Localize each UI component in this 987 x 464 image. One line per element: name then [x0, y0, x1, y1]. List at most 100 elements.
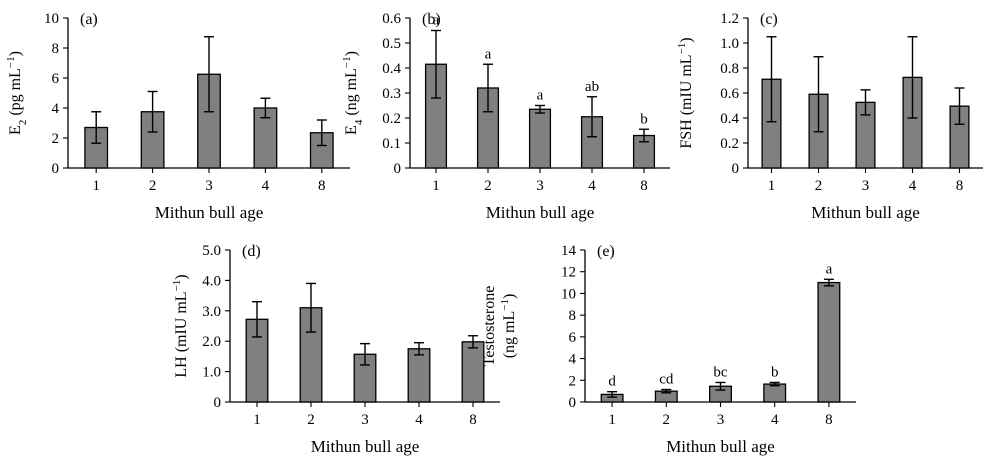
y-tick-label: 0.6	[382, 11, 401, 27]
x-tick-label: 3	[536, 178, 544, 194]
significance-label: a	[433, 13, 440, 29]
y-tick-label: 4.0	[202, 273, 221, 289]
y-tick-label: 1.2	[720, 11, 739, 27]
y-tick-label: 0	[52, 161, 60, 177]
y-axis-label: LH (mIU mL−1)	[171, 274, 190, 377]
x-tick-label: 4	[262, 178, 270, 194]
x-tick-label: 8	[825, 412, 833, 428]
y-tick-label: 8	[569, 308, 577, 324]
x-tick-label: 4	[415, 412, 423, 428]
significance-label: bc	[713, 364, 728, 380]
x-tick-label: 1	[768, 178, 776, 194]
x-axis-label: Mithun bull age	[811, 203, 920, 222]
y-tick-label: 0.1	[382, 136, 401, 152]
chart-panel-d: 0 1.0 2.0 3.0 4.0 5.0 1 2 3 4 8 (d) Mithun bull age L…	[171, 243, 500, 456]
y-tick-label: 0.2	[720, 136, 739, 152]
y-axis-label: FSH (mIU mL−1)	[676, 37, 695, 148]
significance-label: a	[537, 88, 544, 104]
x-tick-label: 2	[484, 178, 492, 194]
y-axis-label-text: (ng mL−1)	[499, 294, 518, 359]
y-tick-label: 0	[394, 161, 402, 177]
x-tick-label: 8	[318, 178, 326, 194]
y-tick-label: 12	[561, 265, 576, 281]
significance-label: a	[826, 261, 833, 277]
y-tick-label: 1.0	[202, 365, 221, 381]
bar	[817, 281, 841, 403]
x-tick-label: 1	[608, 412, 616, 428]
x-tick-label: 8	[469, 412, 477, 428]
chart-panel-b: 0 0.1 0.2 0.3 0.4 0.5 0.6 1 a 2 a 3 a 4 ab 8 b (b) Mithun …	[341, 11, 670, 222]
panel-label: (c)	[760, 11, 778, 28]
x-tick-label: 2	[663, 412, 671, 428]
y-axis-label: E2 (pg mL−1)	[5, 51, 29, 135]
y-tick-label: 4	[569, 352, 577, 368]
chart-panel-e: 0 2 4 6 8 10 12 14 1 d 2 cd 3 bc 4 b 8 a (e) Mithun bull ag…	[481, 243, 856, 456]
y-axis-label: E4 (ng mL−1)	[341, 51, 365, 135]
y-tick-label: 14	[561, 243, 577, 259]
panel-label: (b)	[422, 11, 441, 28]
y-tick-label: 4	[52, 101, 60, 117]
significance-label: cd	[659, 372, 674, 388]
significance-label: a	[485, 46, 492, 62]
x-tick-label: 8	[956, 178, 964, 194]
x-tick-label: 1	[253, 412, 261, 428]
x-tick-label: 4	[588, 178, 596, 194]
bar	[763, 383, 787, 403]
panel-label: (e)	[597, 243, 615, 260]
significance-label: ab	[585, 79, 599, 95]
x-tick-label: 8	[640, 178, 648, 194]
y-tick-label: 6	[569, 330, 577, 346]
y-tick-label: 0.5	[382, 36, 401, 52]
x-tick-label: 1	[432, 178, 440, 194]
y-tick-label: 2.0	[202, 334, 221, 350]
x-tick-label: 2	[307, 412, 315, 428]
y-tick-label: 8	[52, 41, 60, 57]
y-tick-label: 0.6	[720, 86, 739, 102]
y-tick-label: 10	[561, 286, 576, 302]
x-tick-label: 2	[815, 178, 823, 194]
x-tick-label: 3	[717, 412, 725, 428]
y-tick-label: 5.0	[202, 243, 221, 259]
y-tick-label: 1.0	[720, 36, 739, 52]
significance-label: b	[771, 364, 779, 380]
y-tick-label: 3.0	[202, 304, 221, 320]
y-axis-label: Testosterone (ng mL−1)	[481, 286, 518, 367]
y-axis-label-text: FSH (mIU mL−1)	[676, 37, 695, 148]
y-axis-label-text: LH (mIU mL−1)	[171, 274, 190, 377]
chart-panel-c: 0 0.2 0.4 0.6 0.8 1.0 1.2 1 2 3 4 8 (c) Mithun bull a…	[676, 11, 983, 222]
y-tick-label: 0.3	[382, 86, 401, 102]
y-tick-label: 2	[569, 373, 577, 389]
x-axis-label: Mithun bull age	[155, 203, 264, 222]
y-tick-label: 0	[732, 161, 740, 177]
y-tick-label: 0.8	[720, 61, 739, 77]
panel-label: (d)	[242, 243, 261, 260]
x-tick-label: 4	[909, 178, 917, 194]
x-axis-label: Mithun bull age	[486, 203, 595, 222]
x-tick-label: 4	[771, 412, 779, 428]
y-axis-label-line1: Testosterone	[481, 286, 498, 367]
x-tick-label: 3	[205, 178, 213, 194]
y-axis-label-text: E4 (ng mL−1)	[341, 51, 365, 135]
x-axis-label: Mithun bull age	[311, 437, 420, 456]
y-tick-label: 0.2	[382, 111, 401, 127]
y-tick-label: 0.4	[720, 111, 739, 127]
significance-label: b	[640, 111, 648, 127]
significance-label: d	[608, 374, 616, 390]
panel-label: (a)	[80, 11, 98, 28]
x-tick-label: 1	[92, 178, 100, 194]
x-tick-label: 3	[862, 178, 870, 194]
y-tick-label: 2	[52, 131, 60, 147]
y-axis-label-text: E2 (pg mL−1)	[5, 51, 29, 135]
y-tick-label: 0	[214, 395, 222, 411]
x-tick-label: 3	[361, 412, 369, 428]
y-tick-label: 10	[44, 11, 59, 27]
x-tick-label: 2	[149, 178, 157, 194]
y-tick-label: 0	[569, 395, 577, 411]
y-tick-label: 6	[52, 71, 60, 87]
bar	[528, 108, 552, 169]
x-axis-label: Mithun bull age	[666, 437, 775, 456]
y-tick-label: 0.4	[382, 61, 401, 77]
bar	[407, 348, 431, 403]
